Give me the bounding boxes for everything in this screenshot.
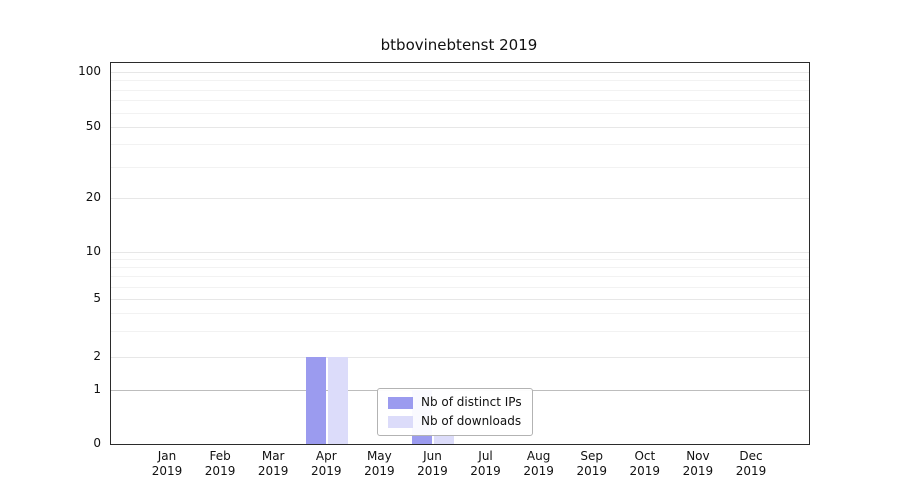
gridline-major bbox=[111, 127, 809, 128]
gridline-minor bbox=[111, 331, 809, 333]
bar-downloads bbox=[328, 357, 349, 444]
gridline-minor bbox=[111, 259, 809, 261]
gridline-minor bbox=[111, 89, 809, 91]
gridline-minor bbox=[111, 286, 809, 288]
x-axis-tick-label: Jun 2019 bbox=[417, 449, 448, 478]
gridline-minor bbox=[111, 313, 809, 315]
legend-item-downloads: Nb of downloads bbox=[388, 414, 522, 429]
x-axis-tick-label: Dec 2019 bbox=[735, 449, 767, 478]
gridline-minor bbox=[111, 80, 809, 82]
legend-swatch-downloads bbox=[388, 415, 413, 428]
y-axis-tick-label: 2 bbox=[93, 349, 101, 364]
x-axis-tick-label: Nov 2019 bbox=[682, 449, 714, 478]
y-axis-tick-label: 20 bbox=[85, 189, 101, 204]
y-axis-tick-label: 0 bbox=[93, 436, 101, 450]
gridline-minor bbox=[111, 144, 809, 146]
bar-distinct-ips bbox=[306, 357, 327, 444]
y-axis: 0 1 2 5 10 20 50 100 bbox=[0, 62, 101, 450]
x-axis-tick-label: May 2019 bbox=[364, 449, 395, 478]
legend-label-downloads: Nb of downloads bbox=[421, 414, 522, 428]
y-axis-tick-label: 1 bbox=[93, 381, 101, 396]
gridline-major bbox=[111, 197, 809, 199]
legend-swatch-distinct-ips bbox=[388, 396, 413, 409]
gridline-major bbox=[111, 72, 809, 74]
legend-item-distinct-ips: Nb of distinct IPs bbox=[388, 395, 522, 410]
y-axis-tick-label: 50 bbox=[85, 119, 101, 133]
legend: Nb of distinct IPs Nb of downloads bbox=[377, 388, 533, 436]
gridline-minor bbox=[111, 112, 809, 114]
x-axis: Jan 2019 Feb 2019 Mar 2019 Apr 2019 May 2019… bbox=[110, 449, 808, 485]
plot-area: Nb of distinct IPs Nb of downloads bbox=[110, 62, 810, 445]
y-axis-tick-label: 100 bbox=[78, 64, 101, 79]
gridline-minor bbox=[111, 276, 809, 278]
gridline-major bbox=[111, 251, 809, 253]
x-axis-tick-label: Aug 2019 bbox=[523, 449, 554, 478]
x-axis-tick-label: Mar 2019 bbox=[257, 449, 289, 478]
gridline-major bbox=[111, 298, 809, 300]
y-axis-tick-label: 10 bbox=[85, 243, 101, 258]
y-axis-tick-label: 5 bbox=[93, 290, 101, 305]
x-axis-tick-label: Jul 2019 bbox=[470, 449, 501, 478]
legend-label-distinct-ips: Nb of distinct IPs bbox=[421, 395, 522, 409]
gridline-minor bbox=[111, 166, 809, 168]
x-axis-tick-label: Feb 2019 bbox=[204, 449, 236, 478]
x-axis-tick-label: Jan 2019 bbox=[151, 449, 183, 478]
x-axis-tick-label: Sep 2019 bbox=[576, 449, 607, 478]
x-axis-tick-label: Oct 2019 bbox=[629, 449, 661, 478]
gridline-minor bbox=[111, 267, 809, 269]
x-axis-tick-label: Apr 2019 bbox=[310, 449, 342, 478]
gridline-minor bbox=[111, 100, 809, 102]
chart-title: btbovinebtenst 2019 bbox=[380, 36, 538, 54]
gridline-major bbox=[111, 357, 809, 359]
